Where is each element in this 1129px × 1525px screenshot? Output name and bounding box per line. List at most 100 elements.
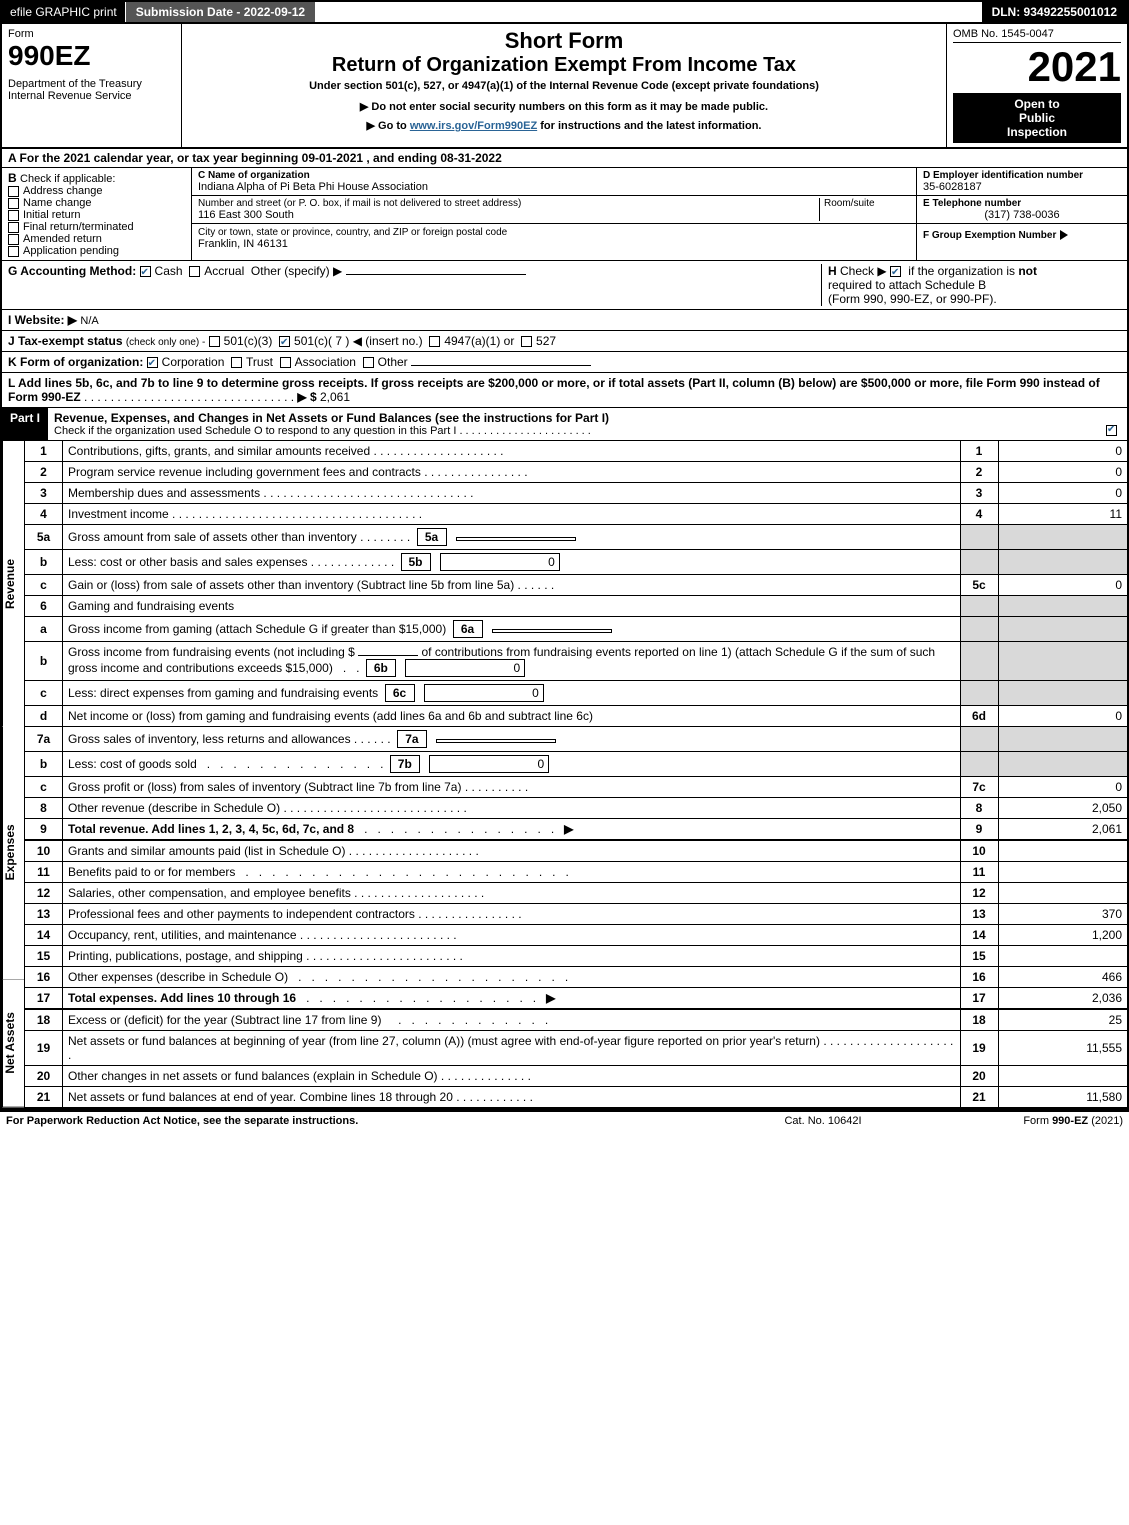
corp-checkbox[interactable] [147, 357, 158, 368]
goto-pre: ▶ Go to [367, 120, 410, 132]
pending-checkbox[interactable] [8, 246, 19, 257]
line-2: 2 Program service revenue including gove… [25, 462, 1129, 483]
l9-arrow-icon: ▶ [564, 822, 573, 836]
k-label: K Form of organization: [8, 355, 143, 369]
form-header: Form 990EZ Department of the Treasury In… [0, 24, 1129, 149]
line-5c: c Gain or (loss) from sale of assets oth… [25, 575, 1129, 596]
efile-label: efile GRAPHIC print [10, 5, 117, 19]
row-gh: G Accounting Method: Cash Accrual Other … [0, 261, 1129, 310]
efile-print-button[interactable]: efile GRAPHIC print [2, 2, 125, 22]
addr-change-checkbox[interactable] [8, 186, 19, 197]
l17-value: 2,036 [998, 988, 1128, 1010]
other-org-input[interactable] [411, 365, 591, 366]
l6d-value: 0 [998, 706, 1128, 727]
501c3-checkbox[interactable] [209, 336, 220, 347]
part1-checkbox[interactable] [1106, 425, 1117, 436]
l8-value: 2,050 [998, 798, 1128, 819]
name-change-checkbox[interactable] [8, 198, 19, 209]
footer-left: For Paperwork Reduction Act Notice, see … [6, 1115, 723, 1127]
line-9: 9 Total revenue. Add lines 1, 2, 3, 4, 5… [25, 819, 1129, 841]
other-org-checkbox[interactable] [363, 357, 374, 368]
l21-text: Net assets or fund balances at end of ye… [68, 1090, 453, 1104]
f-label: F Group Exemption Number [923, 230, 1056, 241]
line-7b: b Less: cost of goods sold . . . . . . .… [25, 752, 1129, 777]
l20-text: Other changes in net assets or fund bala… [68, 1069, 438, 1083]
line-11: 11 Benefits paid to or for members . . .… [25, 862, 1129, 883]
dept-treasury: Department of the Treasury [8, 78, 175, 90]
irs-label: Internal Revenue Service [8, 90, 175, 102]
amended-checkbox[interactable] [8, 234, 19, 245]
other-input[interactable] [346, 274, 526, 275]
l9-text: Total revenue. Add lines 1, 2, 3, 4, 5c,… [68, 822, 354, 836]
b-check-if: Check if applicable: [20, 173, 115, 185]
info-grid: B Check if applicable: Address change Na… [0, 168, 1129, 261]
l12-value [998, 883, 1128, 904]
527-checkbox[interactable] [521, 336, 532, 347]
l18-value: 25 [998, 1009, 1128, 1031]
footer-right: Form 990-EZ (2021) [923, 1115, 1123, 1127]
l10-value [998, 840, 1128, 862]
h-text2: if the organization is [908, 264, 1018, 278]
line-7a: 7a Gross sales of inventory, less return… [25, 727, 1129, 752]
l-value: 2,061 [320, 390, 350, 404]
section-c: C Name of organization Indiana Alpha of … [192, 168, 917, 260]
final-return-checkbox[interactable] [8, 222, 19, 233]
l9-value: 2,061 [998, 819, 1128, 841]
header-left: Form 990EZ Department of the Treasury In… [2, 24, 182, 147]
l16-value: 466 [998, 967, 1128, 988]
l5a-ibox: 5a [417, 528, 447, 546]
line-16: 16 Other expenses (describe in Schedule … [25, 967, 1129, 988]
header-center: Short Form Return of Organization Exempt… [182, 24, 947, 147]
l6b-ibox: 6b [366, 659, 396, 677]
l6c-ibox: 6c [385, 684, 415, 702]
row-i: I Website: ▶ N/A [0, 310, 1129, 331]
l14-text: Occupancy, rent, utilities, and maintena… [68, 928, 297, 942]
side-netassets: Net Assets [2, 980, 24, 1108]
side-revenue: Revenue [2, 441, 24, 726]
l17-arrow-icon: ▶ [546, 991, 555, 1005]
l7c-value: 0 [998, 777, 1128, 798]
l15-value [998, 946, 1128, 967]
part1-check-row: Check if the organization used Schedule … [54, 425, 1121, 437]
irs-link[interactable]: www.irs.gov/Form990EZ [410, 120, 537, 132]
amended: Amended return [23, 233, 102, 245]
initial-return: Initial return [23, 209, 80, 221]
4947-checkbox[interactable] [429, 336, 440, 347]
street-value: 116 East 300 South [198, 209, 815, 221]
c-label: C Name of organization [198, 170, 910, 181]
trust-checkbox[interactable] [231, 357, 242, 368]
submission-date-button[interactable]: Submission Date - 2022-09-12 [125, 2, 315, 22]
l8-text: Other revenue (describe in Schedule O) [68, 801, 280, 815]
h-checkbox[interactable] [890, 266, 901, 277]
initial-return-checkbox[interactable] [8, 210, 19, 221]
line-6a: a Gross income from gaming (attach Sched… [25, 617, 1129, 642]
l5b-text: Less: cost or other basis and sales expe… [68, 555, 307, 569]
city-value: Franklin, IN 46131 [198, 238, 910, 250]
open-to-public: Open to Public Inspection [953, 93, 1121, 143]
line-6b: b Gross income from fundraising events (… [25, 642, 1129, 681]
b-label: B [8, 171, 17, 185]
line-17: 17 Total expenses. Add lines 10 through … [25, 988, 1129, 1010]
l14-value: 1,200 [998, 925, 1128, 946]
l5b-ival: 0 [440, 553, 560, 571]
pending: Application pending [23, 245, 119, 257]
l5c-value: 0 [998, 575, 1128, 596]
l19-value: 11,555 [998, 1031, 1128, 1066]
cash-checkbox[interactable] [140, 266, 151, 277]
assoc-checkbox[interactable] [280, 357, 291, 368]
addr-change: Address change [23, 185, 103, 197]
accrual-checkbox[interactable] [189, 266, 200, 277]
501c-checkbox[interactable] [279, 336, 290, 347]
part1-title: Revenue, Expenses, and Changes in Net As… [54, 411, 1121, 425]
room-label: Room/suite [824, 198, 910, 209]
dln-value: DLN: 93492255001012 [992, 5, 1117, 19]
l6b-blank [358, 655, 418, 656]
l5a-text: Gross amount from sale of assets other t… [68, 530, 357, 544]
l7b-ibox: 7b [390, 755, 420, 773]
phone-value: (317) 738-0036 [923, 209, 1121, 221]
org-name: Indiana Alpha of Pi Beta Phi House Assoc… [198, 181, 910, 193]
other-specify: Other (specify) ▶ [251, 264, 342, 278]
dln-box: DLN: 93492255001012 [982, 2, 1127, 22]
c3: 501(c)(3) [224, 334, 273, 348]
line-7c: c Gross profit or (loss) from sales of i… [25, 777, 1129, 798]
